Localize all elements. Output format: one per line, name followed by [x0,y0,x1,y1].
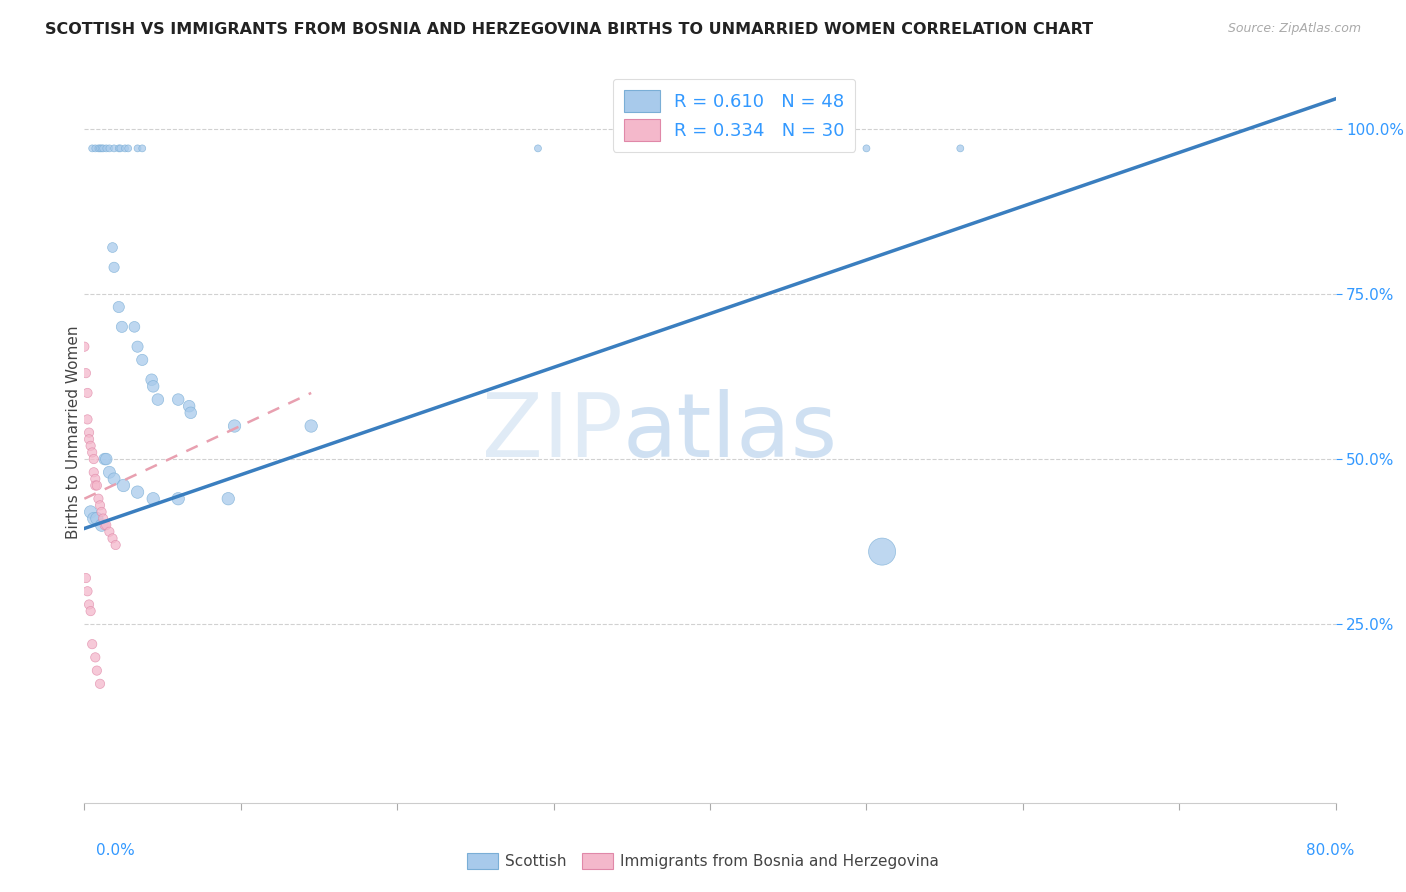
Point [93,452,115,467]
Text: ZIP: ZIP [482,389,623,476]
Point [179,399,201,413]
Point [91,511,114,525]
Point [112,478,135,492]
Point [89,677,111,691]
Point [79,439,101,453]
Point [86,664,108,678]
Point [83,465,105,479]
Point [103,472,125,486]
Point [299,419,322,434]
Point [77,598,100,612]
Point [76,584,98,599]
Point [103,141,125,155]
Point [142,491,165,506]
Point [84,141,107,155]
Point [90,518,112,533]
Point [127,340,149,354]
Point [84,650,107,665]
Point [124,319,146,334]
Point [87,141,110,155]
Point [131,141,153,155]
Point [79,505,101,519]
Text: SCOTTISH VS IMMIGRANTS FROM BOSNIA AND HERZEGOVINA BIRTHS TO UNMARRIED WOMEN COR: SCOTTISH VS IMMIGRANTS FROM BOSNIA AND H… [45,22,1092,37]
Point [75,366,97,380]
Y-axis label: Births to Unmarried Women: Births to Unmarried Women [66,326,80,540]
Text: 80.0%: 80.0% [1306,843,1354,858]
Point [84,478,107,492]
Point [82,637,104,651]
Point [77,432,100,446]
Point [82,445,104,459]
Text: atlas: atlas [623,389,838,476]
Point [101,240,124,255]
Text: Source: ZipAtlas.com: Source: ZipAtlas.com [1227,22,1361,36]
Point [101,532,124,546]
Point [110,141,132,155]
Point [107,300,129,314]
Point [146,392,169,407]
Point [96,452,118,467]
Point [107,141,129,155]
Point [142,379,165,393]
Point [527,141,550,155]
Point [83,452,105,467]
Point [93,518,115,533]
Point [949,141,972,155]
Point [89,499,111,513]
Point [90,505,112,519]
Point [127,485,149,500]
Point [86,511,108,525]
Point [127,141,149,155]
Point [224,419,246,434]
Point [870,544,893,558]
Legend: R = 0.610   N = 48, R = 0.334   N = 30: R = 0.610 N = 48, R = 0.334 N = 30 [613,78,855,152]
Point [79,604,101,618]
Point [98,465,121,479]
Point [82,141,104,155]
Point [89,141,111,155]
Point [75,571,97,585]
Point [131,352,153,367]
Point [98,524,121,539]
Point [73,340,96,354]
Point [96,518,118,533]
Point [77,425,100,440]
Point [111,319,134,334]
Point [76,386,98,401]
Point [117,141,139,155]
Point [96,141,118,155]
Point [98,141,121,155]
Point [114,141,136,155]
Point [86,478,108,492]
Point [103,260,125,275]
Text: 0.0%: 0.0% [96,843,135,858]
Point [90,141,112,155]
Legend: Scottish, Immigrants from Bosnia and Herzegovina: Scottish, Immigrants from Bosnia and Her… [461,847,945,875]
Point [167,392,190,407]
Point [87,491,110,506]
Point [217,491,239,506]
Point [91,141,114,155]
Point [83,511,105,525]
Point [84,472,107,486]
Point [76,412,98,426]
Point [141,373,163,387]
Point [167,491,190,506]
Point [104,538,127,552]
Point [180,406,202,420]
Point [652,141,675,155]
Point [855,141,877,155]
